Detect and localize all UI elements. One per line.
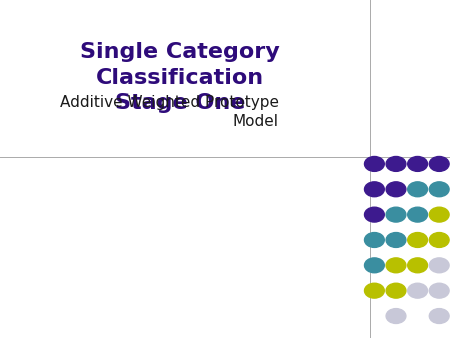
Circle shape	[386, 309, 406, 323]
Circle shape	[364, 207, 384, 222]
Circle shape	[429, 156, 449, 171]
Circle shape	[364, 233, 384, 247]
Circle shape	[386, 233, 406, 247]
Circle shape	[429, 182, 449, 197]
Circle shape	[364, 182, 384, 197]
Circle shape	[386, 283, 406, 298]
Circle shape	[429, 309, 449, 323]
Circle shape	[408, 233, 427, 247]
Circle shape	[386, 182, 406, 197]
Text: Additive Weighted Prototype
Model: Additive Weighted Prototype Model	[60, 95, 279, 129]
Circle shape	[429, 233, 449, 247]
Circle shape	[429, 258, 449, 273]
Circle shape	[386, 156, 406, 171]
Circle shape	[429, 283, 449, 298]
Circle shape	[408, 182, 427, 197]
Circle shape	[408, 207, 427, 222]
Circle shape	[429, 207, 449, 222]
Circle shape	[364, 156, 384, 171]
Circle shape	[408, 283, 427, 298]
Circle shape	[364, 283, 384, 298]
Text: Single Category
Classification
Stage One: Single Category Classification Stage One	[80, 42, 280, 113]
Circle shape	[386, 207, 406, 222]
Circle shape	[386, 258, 406, 273]
Circle shape	[408, 258, 427, 273]
Circle shape	[408, 156, 427, 171]
Circle shape	[364, 258, 384, 273]
